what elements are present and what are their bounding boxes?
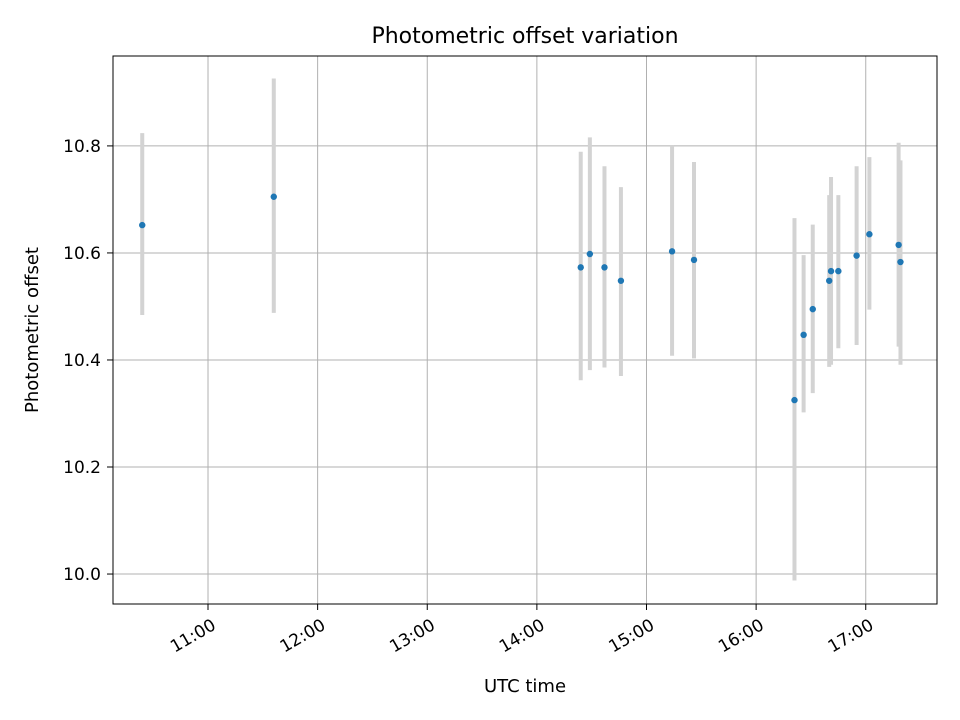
y-axis-ticks: 10.0 10.2 10.4 10.6 10.8 <box>63 137 113 585</box>
y-tick-label: 10.6 <box>63 244 101 264</box>
data-point <box>895 241 902 249</box>
data-point <box>809 305 816 313</box>
data-point <box>826 277 833 284</box>
chart-title: Photometric offset variation <box>371 24 678 49</box>
y-tick-label: 10.2 <box>63 458 101 478</box>
data-point <box>690 256 698 264</box>
data-point <box>586 250 594 258</box>
data-points <box>139 193 904 404</box>
y-tick-label: 10.8 <box>63 137 101 157</box>
data-point <box>800 331 807 339</box>
data-point <box>601 264 608 271</box>
y-tick-label: 10.0 <box>63 565 101 585</box>
data-point <box>853 252 860 259</box>
data-point <box>791 396 798 404</box>
grid <box>113 56 937 604</box>
plot-frame <box>112 55 938 605</box>
data-point <box>139 221 146 229</box>
y-axis-label: Photometric offset <box>22 247 43 413</box>
data-point <box>897 258 904 266</box>
data-point <box>827 267 835 275</box>
y-tick-label: 10.4 <box>63 351 101 371</box>
data-point <box>668 248 676 255</box>
data-point <box>270 193 277 200</box>
x-axis-label: UTC time <box>484 676 566 697</box>
data-point <box>577 264 584 271</box>
data-point <box>866 231 873 238</box>
data-point <box>835 267 842 275</box>
data-point <box>617 277 625 284</box>
